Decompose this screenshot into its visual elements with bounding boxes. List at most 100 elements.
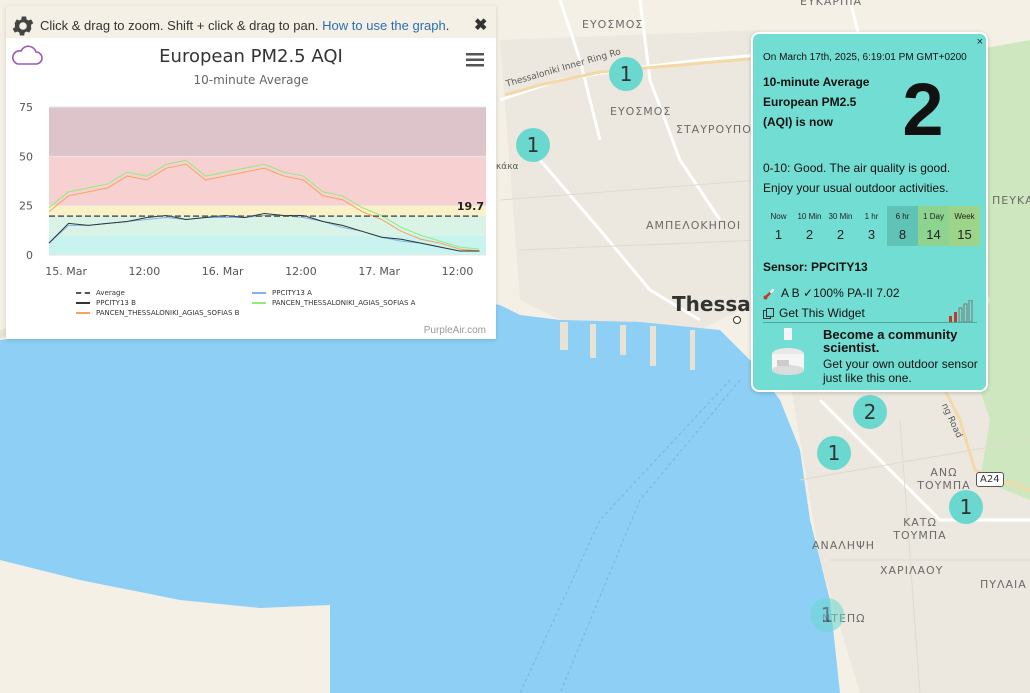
x-tick-label: 12:00: [442, 265, 474, 278]
map-label-charilaou: ΧΑΡΙΛΑΟΥ: [880, 564, 944, 577]
period-label: 6 hr: [895, 212, 910, 221]
map-label-analipsi: ΑΝΑΛΗΨΗ: [812, 539, 876, 552]
sensor-device-image[interactable]: [769, 328, 807, 376]
map-label-stavroupoli: ΣΤΑΥΡΟΥΠΟ: [676, 123, 752, 136]
get-widget-link[interactable]: Get This Widget: [763, 306, 865, 320]
period-label: 1 Day: [923, 212, 944, 221]
x-tick-label: 12:00: [285, 265, 317, 278]
map-label-thessaloniki: Thessal: [672, 292, 758, 316]
legend-item[interactable]: PANCEN_THESSALONIKI_AGIAS_SOFIAS A: [252, 299, 415, 307]
period-cell: Now 1: [763, 206, 794, 246]
legend-label: Average: [96, 289, 125, 297]
period-cell: 6 hr 8: [887, 206, 918, 246]
period-value: 3: [867, 227, 876, 242]
period-cell: Week 15: [949, 206, 980, 246]
y-tick-label: 50: [19, 150, 33, 163]
chart-menu-icon[interactable]: [466, 53, 484, 67]
y-tick-label: 75: [19, 101, 33, 114]
period-label: 1 hr: [864, 212, 879, 221]
help-period: .: [445, 18, 450, 33]
period-label: 10 Min: [797, 212, 822, 221]
card-timestamp: On March 17th, 2025, 6:19:01 PM GMT+0200: [763, 52, 967, 63]
card-close-button[interactable]: ×: [976, 36, 983, 48]
gear-icon[interactable]: [10, 13, 36, 39]
map-label-evosmos: ΕΥΟΣΜΟΣ: [610, 105, 672, 118]
sensor-marker[interactable]: 1: [817, 436, 851, 470]
map-label-pefka: ΠΕΥΚΑ: [992, 194, 1030, 207]
period-cell: 1 Day 14: [918, 206, 949, 246]
aqi-band: [49, 215, 486, 236]
sensor-info-card: × On March 17th, 2025, 6:19:01 PM GMT+02…: [751, 32, 988, 392]
legend-item[interactable]: PPCITY13 A: [252, 289, 312, 297]
sensor-status: A B ✓100% PA-II 7.02: [763, 286, 900, 300]
map-label-ano-toumpa: ΑΝΩ ΤΟΥΜΠΑ: [917, 466, 971, 492]
legend-swatch: [252, 292, 266, 294]
period-value: 1: [774, 227, 783, 242]
map-label-pylaia: ΠΥΛΑΙΑ: [980, 578, 1027, 591]
series-line: [48, 213, 480, 252]
cloud-icon: [12, 45, 43, 65]
series-line: [48, 163, 480, 252]
aqi-band: [49, 107, 486, 157]
y-tick-label: 25: [19, 200, 33, 213]
period-cell: 1 hr 3: [856, 206, 887, 246]
x-tick-label: 12:00: [129, 265, 161, 278]
period-label: Now: [770, 212, 787, 221]
aqi-line-chart[interactable]: 0 25 50 75 15. Mar 12:00 16. Mar 12:00 17. Mar 12…: [6, 94, 496, 284]
aqi-band: [49, 156, 486, 206]
card-description: 10-minute Average European PM2.5 (AQI) i…: [763, 75, 870, 129]
sensor-marker[interactable]: 2: [853, 395, 887, 429]
map-label-efkarpia: ΕΥΚΑΡΠΙΑ: [800, 0, 863, 8]
signal-strength-icon: [949, 300, 973, 322]
community-title[interactable]: Become a community scientist.: [823, 327, 958, 355]
legend-item[interactable]: PANCEN_THESSALONIKI_AGIAS_SOFIAS B: [76, 309, 239, 317]
chart-help-text: Click & drag to zoom. Shift + click & dr…: [40, 18, 449, 33]
copy-widget-icon: [763, 308, 774, 320]
help-instructions: Click & drag to zoom. Shift + click & dr…: [40, 18, 319, 33]
legend-swatch: [76, 302, 90, 304]
x-tick-label: 15. Mar: [45, 265, 87, 278]
aqi-band: [49, 235, 486, 255]
series-line: [48, 159, 480, 250]
average-value-label: 19.7: [457, 200, 484, 213]
x-tick-label: 16. Mar: [202, 265, 244, 278]
chart-subtitle: 10-minute Average: [193, 73, 309, 87]
period-value: 2: [836, 227, 845, 242]
map-label-road-fragment: κάκα: [496, 162, 519, 172]
y-tick-label: 0: [26, 249, 33, 262]
card-divider: [763, 322, 977, 323]
map-label-kato-toumpa: ΚΑΤΩ ΤΟΥΜΠΑ: [893, 516, 947, 542]
legend-label: PPCITY13 A: [272, 289, 312, 297]
community-text: Get your own outdoor sensor just like th…: [823, 357, 978, 385]
period-value: 14: [926, 227, 941, 242]
card-aqi-value: 2: [902, 68, 944, 151]
purpleair-credit[interactable]: PurpleAir.com: [423, 325, 486, 336]
sensor-status-text: A B ✓100% PA-II 7.02: [781, 286, 900, 300]
legend-swatch: [76, 312, 90, 314]
period-value: 8: [898, 227, 907, 242]
legend-item[interactable]: Average: [76, 289, 125, 297]
period-value: 15: [957, 227, 972, 242]
how-to-use-graph-link[interactable]: How to use the graph: [322, 18, 446, 33]
legend-swatch: [76, 292, 90, 294]
legend-label: PANCEN_THESSALONIKI_AGIAS_SOFIAS A: [272, 299, 416, 307]
sensor-marker[interactable]: 1: [949, 490, 983, 524]
period-cell: 30 Min 2: [825, 206, 856, 246]
period-value: 2: [805, 227, 814, 242]
legend-swatch: [252, 302, 266, 304]
chart-close-button[interactable]: ✖: [474, 17, 488, 34]
sensor-marker[interactable]: 1: [810, 598, 844, 632]
thermometer-icon: [763, 288, 775, 300]
chart-panel: Click & drag to zoom. Shift + click & dr…: [6, 6, 496, 339]
sensor-name: Sensor: PPCITY13: [763, 260, 868, 274]
legend-label: PPCITY13 B: [96, 299, 136, 307]
map-label-ampelokipoi: ΑΜΠΕΛΟΚΗΠΟΙ: [646, 219, 742, 232]
chart-help-bar: [6, 6, 496, 38]
city-center-dot: [733, 316, 741, 324]
get-widget-label: Get This Widget: [779, 306, 865, 320]
sensor-marker[interactable]: 1: [609, 57, 643, 91]
legend-item[interactable]: PPCITY13 B: [76, 299, 136, 307]
sensor-marker[interactable]: 1: [516, 128, 550, 162]
card-category-text: 0-10: Good. The air quality is good. Enj…: [763, 161, 951, 195]
legend-label: PANCEN_THESSALONIKI_AGIAS_SOFIAS B: [96, 309, 240, 317]
